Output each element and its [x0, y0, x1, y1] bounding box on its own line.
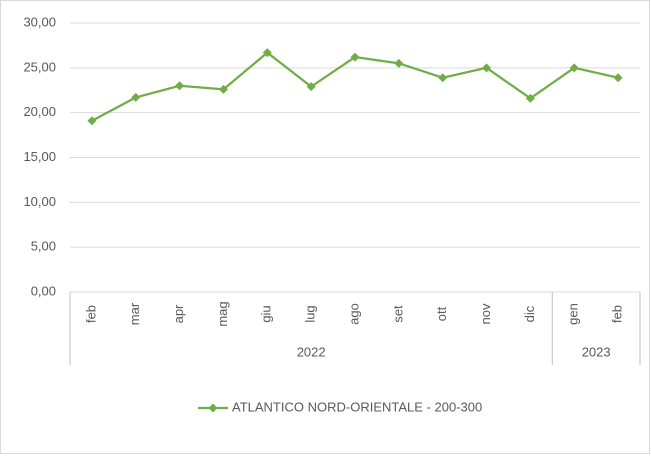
- y-tick-label: 5,00: [31, 239, 56, 254]
- x-tick-label: nov: [478, 303, 493, 324]
- x-tick-label: mar: [127, 302, 142, 325]
- x-tick-label: set: [390, 305, 405, 323]
- x-tick-label: mag: [215, 301, 230, 326]
- y-tick-label: 20,00: [23, 104, 56, 119]
- x-group-label: 2023: [582, 344, 611, 359]
- x-tick-label: gen: [566, 303, 581, 325]
- y-tick-label: 0,00: [31, 283, 56, 298]
- x-tick-label: ago: [346, 303, 361, 325]
- y-tick-label: 15,00: [23, 149, 56, 164]
- x-group-label: 2022: [297, 344, 326, 359]
- y-tick-label: 25,00: [23, 59, 56, 74]
- x-tick-label: dic: [522, 305, 537, 322]
- y-tick-label: 30,00: [23, 14, 56, 29]
- marker: [525, 93, 535, 103]
- x-tick-label: feb: [610, 305, 625, 323]
- x-tick-label: feb: [83, 305, 98, 323]
- marker: [438, 73, 448, 83]
- marker: [218, 84, 228, 94]
- marker: [350, 52, 360, 62]
- marker: [482, 63, 492, 73]
- x-tick-label: ott: [434, 306, 449, 321]
- legend-marker: [208, 403, 218, 413]
- x-tick-label: lug: [303, 305, 318, 322]
- marker: [175, 81, 185, 91]
- x-tick-label: apr: [171, 304, 186, 323]
- marker: [394, 58, 404, 68]
- y-tick-label: 10,00: [23, 194, 56, 209]
- legend-label: ATLANTICO NORD-ORIENTALE - 200-300: [232, 399, 482, 414]
- marker: [569, 63, 579, 73]
- marker: [613, 73, 623, 83]
- x-tick-label: giu: [259, 305, 274, 322]
- marker: [306, 82, 316, 92]
- marker: [262, 48, 272, 58]
- marker: [131, 92, 141, 102]
- marker: [87, 116, 97, 126]
